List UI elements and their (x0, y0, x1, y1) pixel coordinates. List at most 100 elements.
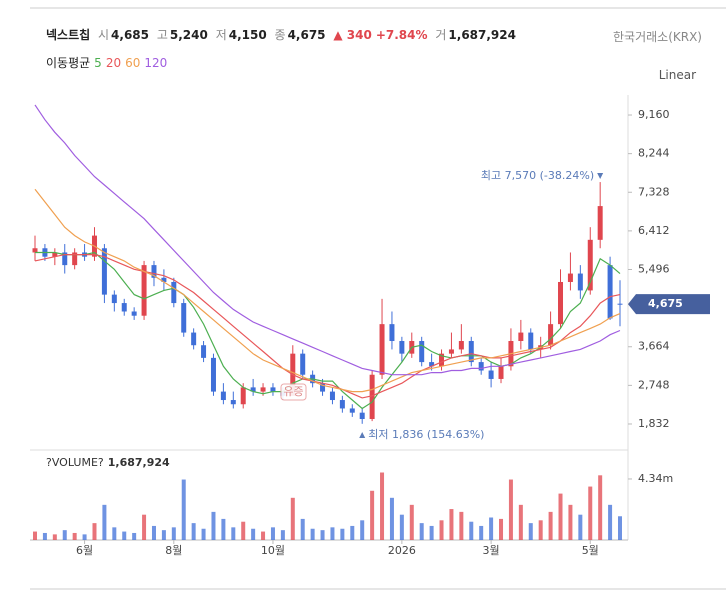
y-tick-label: 7,328 (638, 185, 670, 198)
open: 4,685 (111, 28, 150, 42)
volume-label: ?VOLUME? (46, 456, 104, 469)
y-tick-label: 3,664 (638, 340, 670, 353)
volume-bar (211, 511, 216, 540)
candle-body (260, 387, 266, 392)
ma-legend: 이동평균 5 20 60 120 (46, 54, 171, 71)
candle-body (52, 252, 58, 257)
volume-bar (409, 504, 414, 540)
x-tick-label: 10월 (261, 544, 285, 557)
volume-bar (578, 514, 583, 540)
ma-legend-item[interactable]: 120 (144, 56, 168, 70)
y-tick-label: 8,244 (638, 147, 670, 160)
ma-line (35, 251, 621, 410)
candle-body (300, 353, 306, 375)
candle-body (181, 303, 187, 333)
volume-bar (518, 504, 523, 540)
volume-bar (538, 520, 543, 540)
volume-bar (142, 514, 147, 540)
change: ▲ 340 (333, 28, 372, 42)
candle-body (518, 332, 524, 342)
volume-bar (231, 527, 236, 540)
volume-bar (251, 528, 256, 540)
candle-body (32, 248, 38, 253)
ma-legend-item[interactable]: 5 (94, 56, 102, 70)
candle-body (587, 239, 593, 291)
candle-body (458, 341, 464, 350)
candle-body (230, 400, 236, 405)
candle-body (488, 370, 494, 379)
candle-body (101, 248, 107, 295)
volume-bar (191, 523, 196, 540)
volume-bar (479, 525, 484, 540)
volume-bar (92, 523, 97, 540)
candle-body (548, 324, 554, 346)
marker (359, 432, 366, 438)
candle-body (329, 391, 335, 401)
volume-bar (469, 521, 474, 540)
label: 시 (98, 28, 110, 42)
candle-body (201, 345, 207, 358)
x-tick-label: 6월 (76, 544, 93, 557)
candle-body (121, 303, 127, 312)
candle-body (240, 387, 246, 405)
ma-legend-item[interactable]: 20 (105, 56, 122, 70)
candle-body (359, 412, 365, 420)
candle-body (339, 400, 345, 409)
volume-bar (122, 531, 127, 540)
volume-bar (241, 521, 246, 540)
ma-legend-item[interactable]: 60 (125, 56, 141, 70)
volume-bar (389, 497, 394, 540)
volume-bar (528, 523, 533, 540)
candle-body (191, 332, 197, 346)
candle-body (161, 277, 167, 282)
volume-bar (340, 528, 345, 540)
candle-body (379, 324, 385, 375)
x-tick-label: 3월 (483, 544, 500, 557)
y-tick-label: 5,496 (638, 263, 670, 276)
volume-bar (588, 486, 593, 540)
volume-title: ?VOLUME? 1,687,924 (46, 456, 170, 469)
volume: 1,687,924 (448, 28, 516, 42)
candle-body (320, 383, 326, 392)
low: 4,150 (228, 28, 267, 42)
volume-bar (300, 518, 305, 540)
volume-bar (598, 475, 603, 540)
volume-bar (261, 531, 266, 540)
volume-bar (508, 479, 513, 540)
change-pct: +7.84% (375, 28, 428, 42)
exchange: 한국거래소(KRX) (613, 30, 702, 44)
volume-bar (102, 504, 107, 540)
volume-bar (132, 532, 137, 540)
volume-bar (72, 532, 77, 540)
candle-body (498, 366, 504, 379)
volume-bar (548, 511, 553, 540)
candle-body (250, 387, 256, 392)
x-tick-label: 5월 (582, 544, 599, 557)
candle-body (419, 341, 425, 363)
volume-bar (608, 504, 613, 540)
candle-body (349, 408, 355, 413)
low-annotation: 최저 1,836 (154.63%) (368, 428, 484, 441)
volume-bar (62, 530, 67, 540)
y-tick-label: 1,832 (638, 417, 670, 430)
candle-body (577, 273, 583, 291)
volume-bar (489, 517, 494, 540)
volume-bar (618, 516, 622, 540)
event-box (280, 383, 307, 401)
stock-name: 넥스트칩 (46, 28, 91, 42)
volume-bar (449, 509, 454, 540)
volume-bar (181, 479, 186, 540)
volume-bar (350, 525, 355, 540)
candle-body (567, 273, 573, 282)
candle-body (131, 311, 137, 316)
volume-bar (370, 490, 375, 540)
quote-header: 넥스트칩 시 4,685 고 5,240 저 4,150 종 4,675 ▲ 340 +7… (46, 26, 520, 43)
price-badge (628, 294, 710, 315)
x-tick-label: 2026 (388, 544, 416, 557)
volume-bar (499, 518, 504, 540)
volume-bar (161, 530, 166, 540)
scale-selector[interactable]: Linear (658, 68, 696, 82)
volume-bar (568, 504, 573, 540)
